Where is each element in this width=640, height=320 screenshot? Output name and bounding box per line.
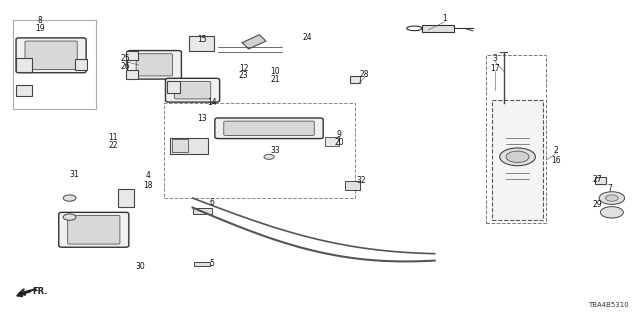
Text: 33: 33 — [271, 146, 280, 155]
Text: 2: 2 — [554, 146, 558, 155]
Text: 21: 21 — [271, 75, 280, 84]
FancyBboxPatch shape — [136, 54, 173, 76]
Bar — [350, 76, 360, 83]
Text: 10: 10 — [271, 67, 280, 76]
Bar — [164, 103, 355, 198]
Text: 22: 22 — [108, 141, 118, 150]
FancyBboxPatch shape — [224, 121, 314, 135]
Text: 9: 9 — [337, 130, 342, 139]
Text: 24: 24 — [303, 33, 312, 42]
Bar — [193, 208, 212, 214]
Bar — [486, 55, 546, 223]
Text: 20: 20 — [334, 138, 344, 147]
Text: 4: 4 — [145, 172, 150, 180]
FancyBboxPatch shape — [127, 51, 181, 79]
Text: 18: 18 — [143, 181, 153, 190]
Bar — [346, 180, 360, 190]
Text: 14: 14 — [207, 99, 216, 108]
Bar — [125, 69, 138, 79]
Bar — [13, 20, 96, 109]
Bar — [16, 58, 31, 72]
Bar — [422, 25, 454, 32]
Bar — [189, 36, 214, 51]
Text: 7: 7 — [607, 184, 612, 193]
Bar — [170, 138, 209, 154]
Text: 13: 13 — [197, 114, 207, 123]
Text: 12: 12 — [239, 63, 248, 73]
Circle shape — [500, 148, 536, 166]
Polygon shape — [243, 35, 266, 49]
Circle shape — [506, 151, 529, 163]
Text: FR.: FR. — [32, 287, 47, 296]
Circle shape — [264, 154, 274, 159]
Text: 11: 11 — [108, 133, 118, 142]
Text: 5: 5 — [209, 259, 214, 268]
FancyBboxPatch shape — [59, 212, 129, 247]
Text: 26: 26 — [121, 62, 131, 71]
Circle shape — [600, 207, 623, 218]
Text: 25: 25 — [121, 54, 131, 63]
Text: 1: 1 — [442, 14, 447, 23]
Bar — [75, 59, 88, 70]
Text: 3: 3 — [493, 54, 498, 63]
FancyBboxPatch shape — [68, 215, 120, 244]
FancyBboxPatch shape — [16, 38, 86, 73]
Text: 31: 31 — [70, 170, 79, 179]
FancyBboxPatch shape — [25, 41, 77, 69]
Text: 23: 23 — [239, 71, 248, 80]
Text: 29: 29 — [593, 200, 602, 209]
FancyBboxPatch shape — [166, 78, 220, 102]
Circle shape — [63, 214, 76, 220]
Text: 16: 16 — [551, 156, 561, 164]
Text: 6: 6 — [209, 198, 214, 207]
Circle shape — [605, 195, 618, 201]
Text: 28: 28 — [360, 70, 369, 79]
Bar — [325, 137, 339, 146]
Bar — [118, 189, 134, 207]
Bar — [595, 177, 606, 184]
Bar — [194, 262, 210, 266]
Text: 8: 8 — [37, 16, 42, 25]
Bar — [16, 85, 31, 96]
Bar — [125, 51, 138, 60]
Text: 17: 17 — [490, 63, 500, 73]
Text: 27: 27 — [593, 174, 602, 184]
Text: TBA4B5310: TBA4B5310 — [588, 301, 629, 308]
Bar — [167, 81, 180, 93]
Text: 30: 30 — [136, 262, 145, 271]
Bar — [492, 100, 543, 220]
Circle shape — [599, 192, 625, 204]
Circle shape — [63, 195, 76, 201]
Bar — [172, 140, 188, 152]
Text: 19: 19 — [35, 24, 44, 33]
Text: 15: 15 — [197, 35, 207, 44]
FancyBboxPatch shape — [215, 118, 323, 139]
FancyBboxPatch shape — [174, 82, 211, 99]
Text: 32: 32 — [356, 176, 366, 185]
